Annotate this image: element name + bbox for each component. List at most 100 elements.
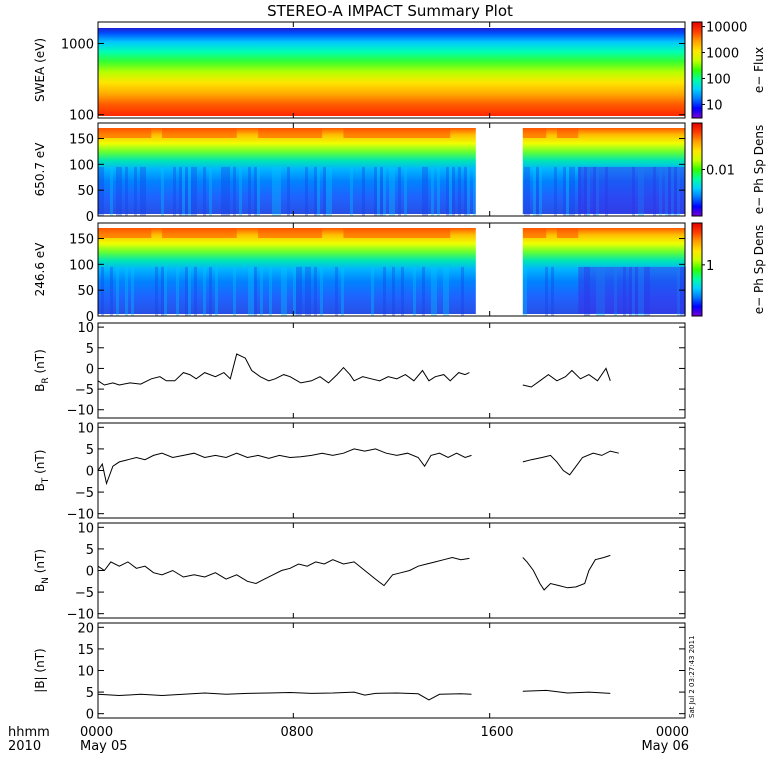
heatmap-peak [343, 128, 451, 138]
heatmap-streak [524, 266, 527, 316]
heatmap-streak [284, 266, 287, 316]
y-axis-label: 246.6 eV [33, 242, 47, 297]
heatmap-peak [522, 228, 547, 238]
y-tick-label: 150 [69, 133, 94, 148]
heatmap-streak [452, 166, 455, 216]
heatmap-peak [556, 228, 579, 238]
heatmap-streak [296, 266, 299, 316]
y-axis-label: BN (nT) [33, 549, 51, 592]
heatmap-streak [233, 166, 236, 216]
heatmap-peak [258, 128, 323, 138]
heatmap-streak [635, 266, 638, 316]
heatmap-streak [260, 266, 263, 316]
y-axis-label-main: SWEA (eV) [33, 38, 47, 102]
time-axis-corner-bottom: 2010 [8, 739, 41, 754]
heatmap-streak [383, 266, 386, 316]
heatmap-streak [539, 166, 542, 216]
plot-title: STEREO-A IMPACT Summary Plot [267, 2, 513, 20]
colorbar [691, 122, 703, 217]
y-tick-label: 1000 [61, 37, 94, 52]
y-axis-label-sub: N [41, 577, 51, 584]
heatmap-streak [461, 266, 464, 316]
line-series [97, 554, 611, 591]
colorbar-label: e− Ph Sp Dens [752, 225, 766, 314]
panel-frame [97, 122, 686, 217]
y-axis-label: 650.7 eV [33, 142, 47, 197]
heatmap-low-region [578, 266, 685, 314]
y-tick-label: 5 [86, 443, 94, 458]
time-axis-corner-top: hhmm [8, 725, 50, 740]
line-series [97, 689, 611, 701]
heatmap-streak [140, 166, 143, 216]
heatmap-streak [551, 266, 554, 316]
y-axis-label-sub: R [41, 377, 51, 383]
y-tick-label: 100 [69, 158, 94, 173]
series-segment [522, 367, 611, 388]
heatmap-streak [374, 166, 377, 216]
heatmap-streak [305, 266, 308, 316]
heatmap-streak [404, 166, 407, 216]
heatmap-streak [587, 166, 590, 216]
y-tick-label: −10 [67, 608, 94, 623]
y-axis-label-main: 650.7 eV [33, 142, 47, 197]
series-segment [522, 554, 611, 591]
heatmap-streak [584, 266, 587, 316]
heatmap-streak [638, 166, 641, 216]
heatmap-streak [593, 166, 596, 216]
heatmap-streak [125, 166, 128, 216]
heatmap-streak [596, 266, 599, 316]
heatmap-streak [605, 166, 608, 216]
heatmap-streak [473, 166, 476, 216]
heatmap-streak [251, 266, 254, 316]
heatmap-streak [629, 266, 632, 316]
colorbar-label: e− Ph Sp Dens [752, 125, 766, 214]
series-segment [522, 450, 619, 476]
heatmap-streak [254, 266, 257, 316]
y-tick-label: 15 [77, 643, 94, 658]
heatmap-streak [623, 266, 626, 316]
heatmap-streak [194, 166, 197, 216]
y-tick-label: 0 [86, 465, 94, 480]
heatmap-peak [162, 128, 237, 138]
y-tick-label: 0 [86, 362, 94, 377]
heatmap-image [98, 28, 685, 116]
heatmap-streak [602, 266, 605, 316]
heatmap-streak [182, 166, 185, 216]
heatmap-streak [227, 166, 230, 216]
heatmap-streak [665, 166, 668, 216]
timestamp-stamp: Sat Jul 2 03:27:43 2011 [688, 635, 696, 718]
heatmap-streak [215, 266, 218, 316]
heatmap-streak [674, 166, 677, 216]
colorbar [691, 21, 703, 119]
heatmap-streak [341, 266, 344, 316]
heatmap-peak [162, 228, 237, 238]
heatmap-streak [467, 166, 470, 216]
heatmap-streak [671, 166, 674, 216]
heatmap-streak [155, 266, 158, 316]
heatmap-streak [449, 166, 452, 216]
heatmap-streak [287, 166, 290, 216]
heatmap-streak [371, 266, 374, 316]
y-tick-label: 0 [86, 708, 94, 723]
heatmap-peak [98, 128, 152, 138]
panel-3: 10 5 0 −5 −10 BR (nT) [33, 321, 686, 419]
series-segment [97, 353, 470, 386]
heatmap-streak [314, 166, 317, 216]
heatmap-streak [257, 166, 260, 216]
y-tick-label: 100 [69, 109, 94, 124]
colorbar-label: e− Flux [752, 47, 766, 93]
y-tick-label: 5 [86, 342, 94, 357]
heatmap-streak [677, 266, 680, 316]
heatmap-streak [194, 266, 197, 316]
colorbar-tick-label: 1 [706, 259, 714, 274]
y-axis-label: BT (nT) [33, 450, 51, 492]
time-tick-label: 1600 [480, 725, 513, 740]
heatmap-streak [125, 266, 128, 316]
heatmap-streak [116, 266, 119, 316]
y-tick-label: −10 [67, 508, 94, 523]
heatmap-streak [323, 166, 326, 216]
heatmap-streak [221, 166, 224, 216]
series-segment [97, 691, 472, 701]
